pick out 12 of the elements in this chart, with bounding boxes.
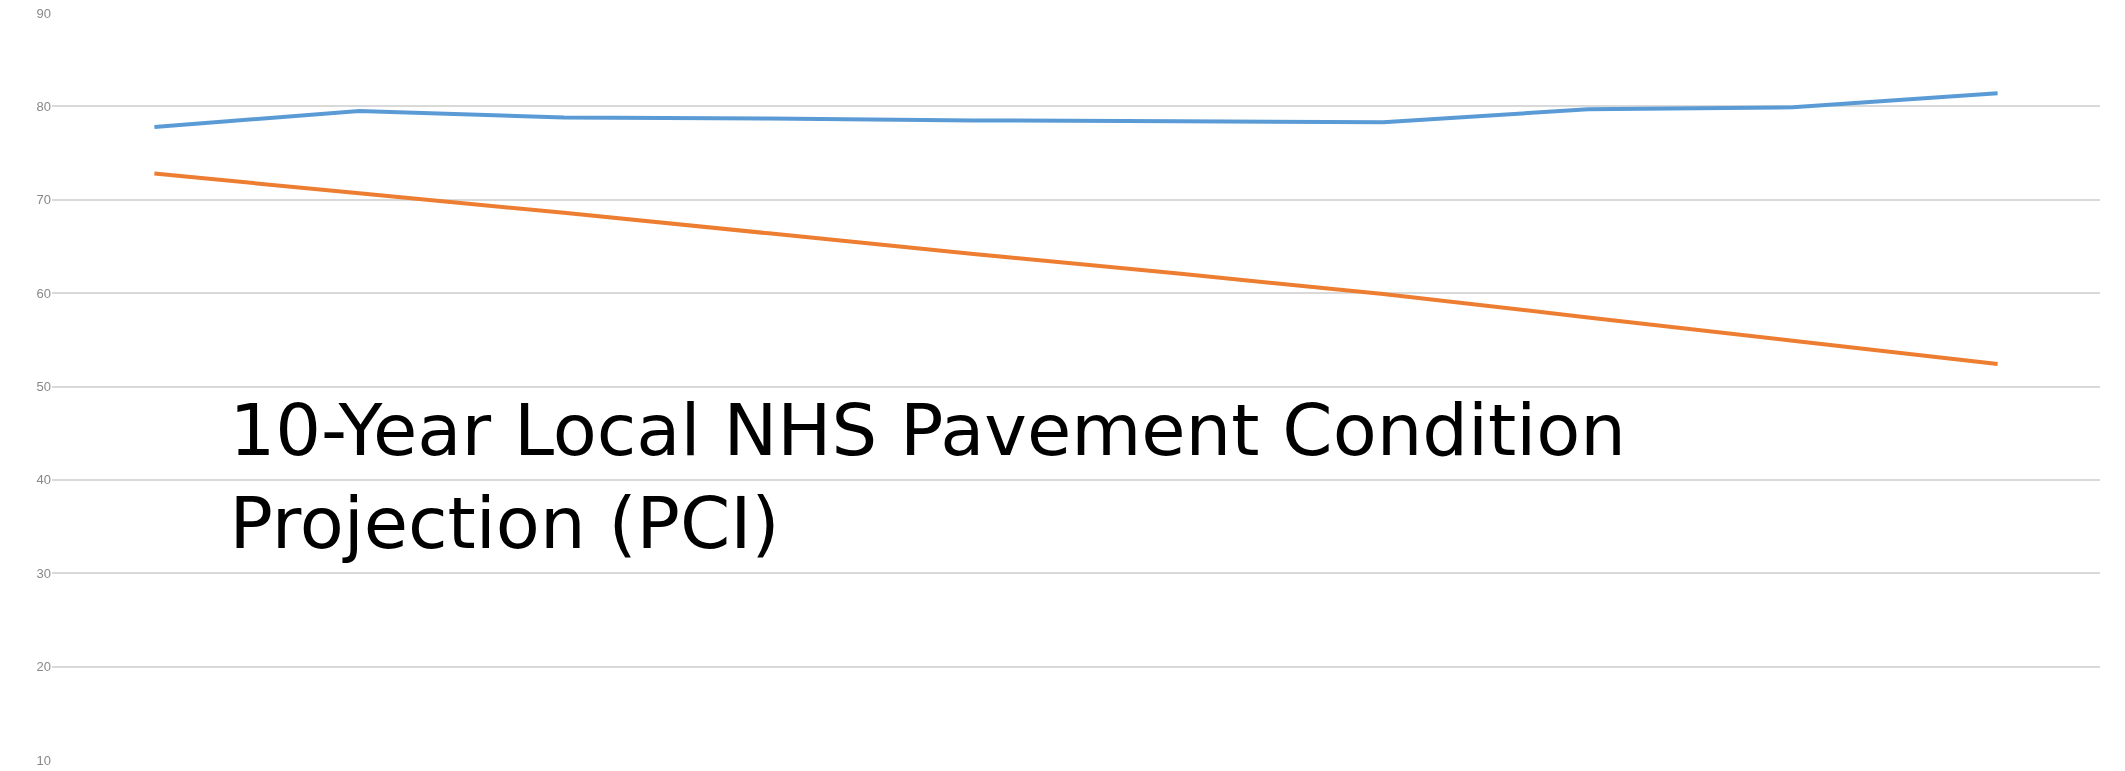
- y-tick-label: 10: [36, 752, 51, 768]
- y-tick-label: 90: [36, 5, 51, 21]
- y-tick-label: 40: [36, 472, 51, 488]
- y-tick-label: 30: [36, 565, 51, 581]
- y-tick-label: 20: [36, 659, 51, 675]
- y-tick-label: 60: [36, 285, 51, 301]
- y-tick-label: 50: [36, 379, 51, 395]
- y-tick-label: 80: [36, 98, 51, 114]
- y-tick-label: 70: [36, 192, 51, 208]
- line-series: [152, 171, 2000, 367]
- text: 10-Year Local NHS Pavement Condition Projection (PCI): [229, 387, 1626, 566]
- line-series: [152, 91, 2000, 129]
